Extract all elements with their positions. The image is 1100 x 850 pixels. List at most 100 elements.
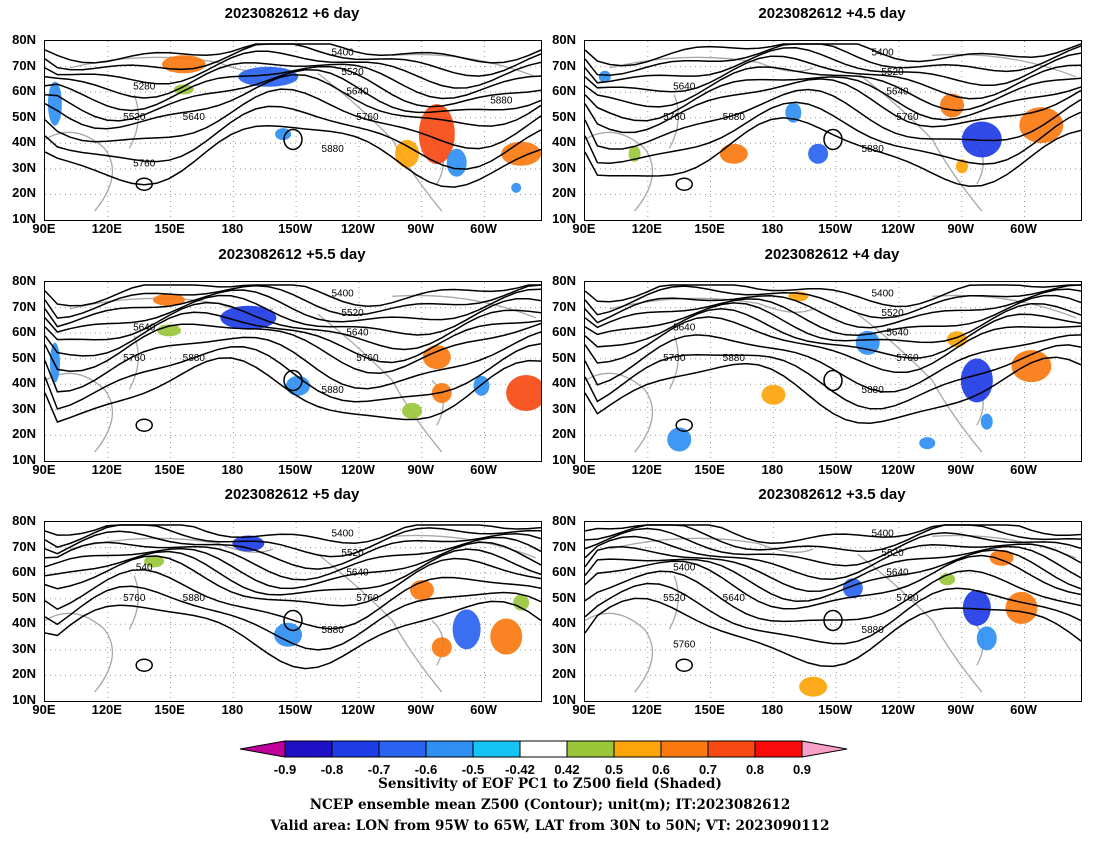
z500-contour	[45, 322, 541, 374]
caption-line-1: Sensitivity of EOF PC1 to Z500 field (Sh…	[378, 776, 722, 792]
z500-contour	[45, 69, 541, 122]
lat-tick-label: 30N	[12, 159, 36, 175]
lon-tick-label: 150E	[154, 702, 185, 717]
map-area: 5400 5520 5640 5760 5880 5640 5760 5880	[584, 40, 1082, 221]
contour-label: 5880	[322, 385, 345, 396]
sensitivity-shading	[785, 102, 802, 123]
sensitivity-shading	[960, 358, 993, 403]
contour-label: 5280	[133, 81, 156, 92]
lon-tick-label: 150W	[278, 702, 313, 717]
lat-tick-label: 30N	[552, 640, 576, 656]
sensitivity-shading	[409, 580, 434, 601]
z500-contour	[585, 582, 1081, 645]
lat-tick-label: 10N	[12, 211, 36, 226]
contour-label: 5400	[871, 47, 894, 58]
lon-tick-label: 180	[761, 462, 784, 477]
z500-contour	[585, 284, 1081, 319]
contour-label: 5880	[322, 144, 345, 155]
coastline	[932, 294, 1077, 319]
contour-label: 5640	[346, 87, 369, 98]
z500-contour	[585, 294, 1081, 336]
contour-label: 5520	[341, 548, 364, 559]
contour-label: 5640	[673, 81, 696, 92]
contour-label: 5760	[896, 353, 919, 364]
z500-contour	[585, 527, 1081, 567]
z500-contour	[585, 47, 1081, 87]
contour-label: 5760	[356, 112, 379, 123]
lat-tick-label: 30N	[12, 640, 36, 656]
z500-contour	[823, 128, 843, 151]
sensitivity-shading	[418, 104, 455, 165]
sensitivity-shading	[955, 159, 968, 174]
contour-label: 5880	[723, 353, 746, 364]
contour-label: 5640	[886, 328, 909, 339]
sensitivity-shading	[422, 345, 451, 370]
colorbar-tick-label: 0.42	[554, 762, 580, 777]
colorbar-tick-label: -0.9	[273, 762, 297, 777]
z500-contour	[585, 43, 1081, 77]
lat-tick-label: 40N	[552, 134, 576, 150]
sensitivity-shading	[452, 609, 481, 650]
z500-contour	[585, 66, 1081, 112]
lat-tick-label: 60N	[12, 564, 36, 580]
z500-contour	[45, 43, 541, 64]
panel-title: 2023082612 +4 day	[764, 246, 900, 263]
z500-contour	[675, 418, 693, 432]
sensitivity-shading	[598, 70, 611, 83]
sensitivity-shading	[431, 637, 452, 658]
sensitivity-shading	[161, 55, 206, 74]
contour-label: 5760	[356, 353, 379, 364]
sensitivity-shading	[232, 535, 265, 552]
panel-title: 2023082612 +3.5 day	[758, 486, 906, 503]
coastline	[45, 372, 114, 453]
contour-label: 5760	[663, 112, 686, 123]
contour-label: 5760	[896, 112, 919, 123]
map-area: 5400 5520 5640 5760 5880 540 5760 5880	[44, 521, 542, 702]
sensitivity-shading	[799, 676, 828, 697]
z500-contour	[585, 545, 1081, 593]
contour-label: 5400	[331, 288, 354, 299]
z500-contour	[45, 524, 541, 558]
z500-contour	[585, 101, 1081, 165]
contour-label: 5880	[490, 96, 513, 107]
z500-contour	[45, 311, 541, 364]
z500-contour	[585, 344, 1081, 410]
z500-contour	[45, 88, 541, 150]
coastline	[932, 53, 1077, 78]
map-panel-5: 2023082612 +5 day 5400 5520 5640 5760 5880 540…	[0, 486, 556, 720]
lat-tick-label: 70N	[12, 298, 36, 314]
z500-contour	[45, 530, 541, 570]
z500-contour	[585, 76, 1081, 122]
z500-contour	[45, 536, 541, 581]
sensitivity-shading	[402, 402, 423, 419]
lon-tick-label: 180	[221, 221, 244, 236]
sensitivity-shading	[980, 413, 993, 430]
z500-contour	[45, 301, 541, 351]
z500-contour	[45, 50, 541, 89]
lat-tick-label: 60N	[552, 324, 576, 340]
lat-tick-label: 60N	[552, 83, 576, 99]
z500-contour	[585, 334, 1081, 393]
lon-tick-label: 120E	[91, 221, 122, 236]
lat-tick-label: 60N	[552, 564, 576, 580]
lon-tick-label: 120E	[631, 702, 662, 717]
lon-tick-label: 150E	[694, 221, 725, 236]
lat-tick-label: 20N	[552, 666, 576, 682]
lat-tick-label: 40N	[12, 375, 36, 391]
panel-title: 2023082612 +6 day	[224, 5, 360, 22]
caption-line-2: NCEP ensemble mean Z500 (Contour); unit(…	[309, 797, 791, 813]
lon-tick-label: 150W	[818, 702, 853, 717]
coastline	[668, 335, 679, 390]
contour-label: 5400	[871, 528, 894, 539]
z500-contour	[45, 288, 541, 328]
map-panel-6: 2023082612 +3.5 day 5400 5520 5640 5760 5880 5…	[540, 486, 1096, 720]
lon-tick-label: 90E	[32, 221, 56, 236]
colorbar-swatch	[239, 740, 286, 758]
z500-contour	[585, 78, 1081, 134]
z500-contour	[45, 65, 541, 112]
z500-contour	[585, 597, 1081, 668]
sensitivity-shading	[47, 81, 62, 126]
z500-contour	[45, 569, 541, 630]
colorbar-tick-label: 0.5	[604, 762, 624, 777]
lon-tick-label: 90E	[572, 462, 596, 477]
